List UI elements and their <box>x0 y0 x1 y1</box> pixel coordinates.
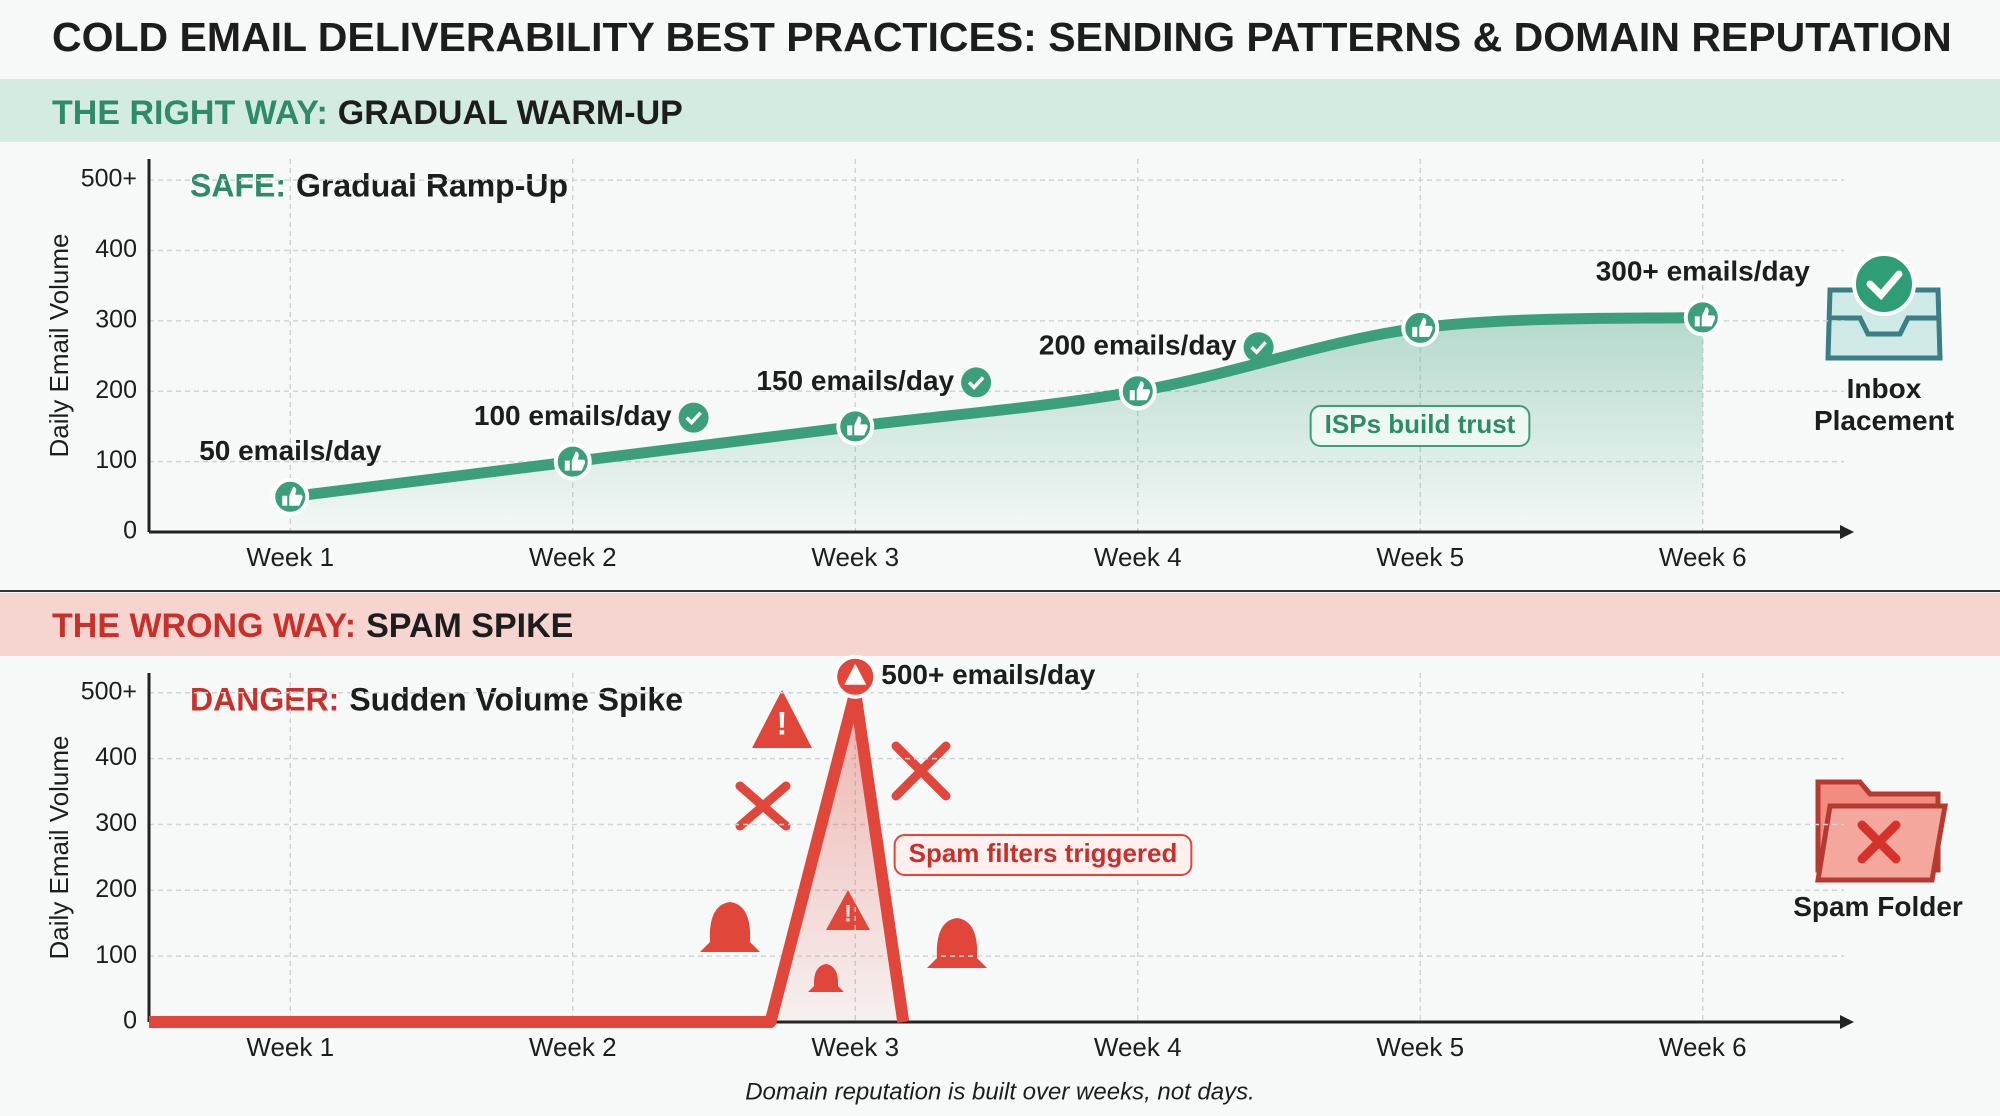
section-label: THE RIGHT WAY: <box>52 94 328 132</box>
x-tick-label: Week 5 <box>1376 1032 1464 1062</box>
y-tick-label: 200 <box>95 376 137 404</box>
section-band <box>0 79 2000 142</box>
y-tick-label: 500+ <box>81 165 137 193</box>
y-tick-label: 300 <box>95 809 137 837</box>
y-tick-label: 300 <box>95 305 137 333</box>
spam-folder-icon <box>1815 779 1948 883</box>
section-title: SPAM SPIKE <box>366 607 573 645</box>
thumb-icon <box>1129 381 1151 401</box>
annotation-box <box>893 834 1193 876</box>
y-tick-label: 100 <box>95 941 137 969</box>
x-tick-label: Week 4 <box>1094 1032 1182 1062</box>
axis-arrow <box>1840 1015 1854 1029</box>
x-tick-label: Week 2 <box>529 542 617 572</box>
x-tick-label: Week 2 <box>529 1032 617 1062</box>
check-icon <box>1243 332 1274 363</box>
axis-arrow <box>1840 525 1854 539</box>
thumb-icon <box>564 451 586 471</box>
line <box>149 686 910 1028</box>
subtitle: Sudden Volume Spike <box>349 681 683 717</box>
section-label: THE WRONG WAY: <box>52 607 356 645</box>
subtitle-label: SAFE: <box>190 167 286 203</box>
thumb-icon <box>1412 317 1433 337</box>
check-icon <box>678 402 709 433</box>
y-tick-label: 0 <box>123 1007 137 1035</box>
thumb-icon <box>1694 307 1716 327</box>
data-label: 150 emails/day <box>756 365 954 396</box>
check-mark <box>685 411 702 426</box>
area <box>290 317 1703 532</box>
x-tick-label: Week 3 <box>811 1032 899 1062</box>
x-tick-label: Week 5 <box>1376 542 1464 572</box>
area <box>149 692 904 1022</box>
y-tick-label: 500+ <box>81 677 137 705</box>
inbox-icon <box>1825 252 1943 361</box>
data-label: 100 emails/day <box>474 400 672 431</box>
outcome-label: Inbox Placement <box>1813 373 1955 436</box>
data-label: 300+ emails/day <box>1596 256 1810 287</box>
data-label: 50 emails/day <box>199 435 382 466</box>
title: COLD EMAIL DELIVERABILITY BEST PRACTICES… <box>52 14 1952 60</box>
annotation-box <box>1309 405 1531 447</box>
x-tick-label: Week 1 <box>246 542 334 572</box>
y-tick-label: 400 <box>95 743 137 771</box>
x-tick-label: Week 6 <box>1659 1032 1747 1062</box>
warning-icon <box>844 663 867 685</box>
check-mark <box>967 376 985 390</box>
thumb-icon <box>847 416 868 436</box>
svg-text:!: ! <box>777 705 788 741</box>
y-tick-label: 400 <box>95 235 137 263</box>
y-axis-label: Daily Email Volume <box>44 736 74 960</box>
y-tick-label: 100 <box>95 446 137 474</box>
x-tick-label: Week 3 <box>811 542 899 572</box>
check-mark <box>1250 341 1267 355</box>
outcome-label: Spam Folder <box>1793 891 1963 922</box>
x-tick-label: Week 6 <box>1659 542 1747 572</box>
thumb-icon <box>282 486 303 506</box>
y-tick-label: 200 <box>95 875 137 903</box>
line <box>289 311 1703 503</box>
y-tick-label: 0 <box>123 517 137 545</box>
subtitle-label: DANGER: <box>190 681 339 717</box>
subtitle: Gradual Ramp-Up <box>296 167 568 203</box>
y-axis-label: Daily Email Volume <box>44 234 74 458</box>
check-icon <box>961 367 992 398</box>
data-label: 500+ emails/day <box>881 659 1095 690</box>
x-tick-label: Week 4 <box>1094 542 1182 572</box>
annotation: ISPs build trust <box>1325 409 1516 439</box>
footnote: Domain reputation is built over weeks, n… <box>745 1078 1255 1105</box>
section-title: GRADUAL WARM-UP <box>338 94 683 132</box>
data-label: 200 emails/day <box>1039 330 1237 361</box>
x-tick-label: Week 1 <box>246 1032 334 1062</box>
annotation: Spam filters triggered <box>909 838 1178 868</box>
section-band <box>0 593 2000 656</box>
